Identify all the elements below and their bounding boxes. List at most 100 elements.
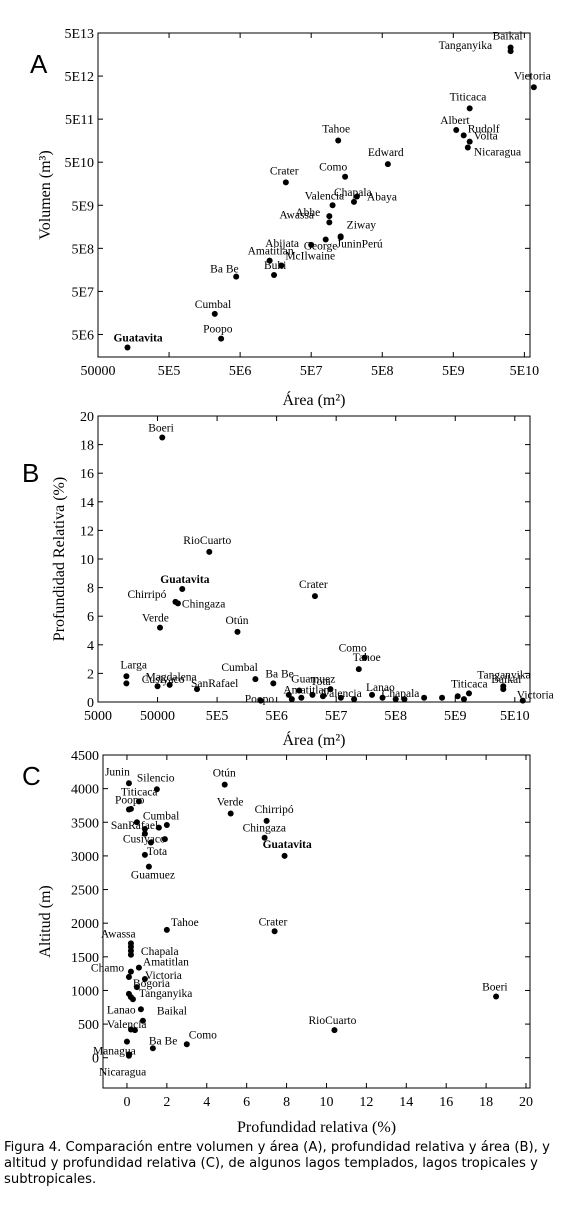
- panel-c-point-crater: [271, 928, 278, 935]
- panel-a-y-tick-label: 5E13: [64, 27, 94, 42]
- panel-c-x-tick-label: 16: [439, 1095, 453, 1110]
- panel-b-point-tahoe: [355, 666, 362, 673]
- panel-a-point-awassa: [326, 219, 333, 226]
- panel-b-label-guatavita: Guatavita: [160, 574, 209, 586]
- panel-a-label-titicaca: Titicaca: [450, 91, 487, 103]
- panel-c-point-cusiyaco: [147, 839, 154, 846]
- panel-b-point-chapala: [392, 696, 399, 703]
- panel-a-label-awassa: Awassa: [279, 209, 314, 221]
- panel-b-y-tick-label: 12: [80, 524, 94, 539]
- panel-c-label-cusiyaco: Cusiyaco: [123, 833, 166, 845]
- panel-c-point-titicaca: [135, 798, 142, 805]
- panel-c-point-chirrip: [263, 817, 270, 824]
- panel-c-point-point-39: [125, 974, 132, 980]
- panel-b-label-como: Como: [339, 643, 367, 655]
- panel-b-y-tick-label: 10: [80, 553, 94, 568]
- panel-a-label-george: George: [304, 241, 338, 253]
- panel-a-label-edward: Edward: [368, 147, 404, 159]
- panel-a-label-ba-be: Ba Be: [210, 264, 238, 276]
- panel-a-label-como: Como: [319, 162, 347, 174]
- panel-c-point-baikal: [139, 1017, 146, 1024]
- panel-b-point-point-33: [379, 694, 386, 701]
- panel-b-point-valencia: [351, 696, 358, 703]
- panel-c-point-guatavita: [281, 852, 288, 859]
- panel-c-label-verde: Verde: [217, 797, 244, 809]
- panel-c-point-chingaza: [261, 834, 268, 841]
- panel-c-label-awassa: Awassa: [101, 928, 136, 940]
- panel-b-y-tick-label: 2: [87, 667, 94, 682]
- panel-b-point-point-29: [319, 693, 326, 700]
- panel-b-label-valencia: Valencia: [322, 688, 362, 700]
- panel-c-label-crater: Crater: [259, 916, 288, 928]
- panel-a-point-titicaca: [466, 105, 473, 112]
- panel-c-label-amatitlan: Amatitlan: [143, 957, 189, 969]
- panel-b-point-ot-n: [234, 628, 241, 635]
- panel-b-label-crater: Crater: [299, 579, 328, 591]
- panel-a-point-baikal: [507, 44, 514, 51]
- panel-c-point-ba-be: [149, 1045, 156, 1052]
- panel-a-label-tanganyika: Tanganyika: [439, 40, 492, 52]
- panel-c-label-titicaca: Titicaca: [121, 786, 158, 798]
- panel-a-label-volta: Volta: [474, 131, 498, 143]
- panel-a-point-crater: [282, 179, 289, 186]
- panel-a-point-como: [342, 173, 349, 180]
- panel-b-point-victoria: [519, 697, 526, 704]
- panel-b-point-point-34: [401, 696, 408, 703]
- panel-b-x-tick-label: 5E10: [500, 709, 530, 724]
- panel-a-point-nicaragua: [464, 144, 471, 151]
- panel-c-point-point-32: [127, 805, 134, 812]
- panel-c-x-tick-label: 4: [203, 1095, 210, 1110]
- panel-c-y-tick-label: 1500: [71, 951, 99, 966]
- panel-c-label-chamo: Chamo: [91, 963, 124, 975]
- panel-c-label-tanganyika: Tanganyika: [139, 988, 192, 1000]
- panel-b-x-tick-label: 5E6: [265, 709, 288, 724]
- panel-c-point-boeri: [493, 993, 500, 1000]
- panel-b-label-amatitlan: Amatitlan: [283, 685, 329, 697]
- panel-c-point-point-41: [129, 996, 136, 1003]
- panel-b-y-tick-label: 20: [80, 410, 94, 425]
- panel-c-point-point-43: [123, 1038, 130, 1045]
- panel-a-label-tahoe: Tahoe: [322, 123, 350, 135]
- panel-a-label-crater: Crater: [270, 165, 299, 177]
- panel-c-x-tick-label: 18: [479, 1095, 493, 1110]
- panel-a-x-tick-label: 5E10: [510, 364, 540, 379]
- panel-a-y-tick-label: 5E9: [71, 199, 94, 214]
- panel-c-label-sanrafael: SanRafael: [111, 820, 158, 832]
- panel-c-y-tick-label: 3000: [71, 850, 99, 865]
- panel-b-point-titicaca: [465, 690, 472, 697]
- panel-c-label-tota: Tota: [147, 846, 167, 858]
- panel-b-label-tanganyika: Tanganyika: [477, 669, 530, 681]
- panel-b-label-ot-n: Otún: [225, 615, 248, 627]
- panel-a-label-juninper: JuninPerú: [337, 238, 383, 250]
- panel-c-point-verde: [227, 810, 234, 817]
- panel-a-label-guatavita: Guatavita: [113, 332, 162, 344]
- panel-a-label-abaya: Abaya: [367, 191, 397, 203]
- panel-b-letter: B: [22, 458, 39, 488]
- panel-a-label-poopo: Poopo: [203, 324, 233, 336]
- panel-c-point-como: [183, 1041, 190, 1048]
- panel-c-x-tick-label: 20: [519, 1095, 533, 1110]
- panel-c-point-nicaragua: [125, 1052, 132, 1059]
- panel-c-label-nicaragua: Nicaragua: [99, 1067, 146, 1079]
- panel-a-point-cumbal: [211, 310, 218, 317]
- panel-a-label-cumbal: Cumbal: [195, 299, 231, 311]
- panel-c-point-junin: [125, 780, 132, 787]
- panel-b-label-sanrafael: SanRafael: [191, 678, 238, 690]
- panel-a-label-chapala: Chapala: [334, 187, 372, 199]
- panel-a-x-tick-label: 50000: [81, 364, 116, 379]
- panel-c-label-baikal: Baikal: [157, 1006, 187, 1018]
- panel-a-point-amatitlan: [266, 257, 273, 264]
- panel-c-y-tick-label: 2000: [71, 917, 99, 932]
- panel-c-x-tick-label: 12: [359, 1095, 373, 1110]
- panel-b-x-tick-label: 5E9: [444, 709, 467, 724]
- panel-c-x-tick-label: 0: [123, 1095, 130, 1110]
- panel-b-point-poopo: [257, 697, 264, 704]
- panel-b-x-tick-label: 50000: [140, 709, 175, 724]
- panel-b-label-ba-be: Ba Be: [265, 668, 293, 680]
- panel-b-point-ba-be: [270, 680, 277, 687]
- panel-a-point-george: [322, 236, 329, 243]
- panel-c-x-tick-label: 10: [319, 1095, 333, 1110]
- panel-c-x-tick-label: 6: [243, 1095, 250, 1110]
- panel-b-point-point-28: [309, 691, 316, 698]
